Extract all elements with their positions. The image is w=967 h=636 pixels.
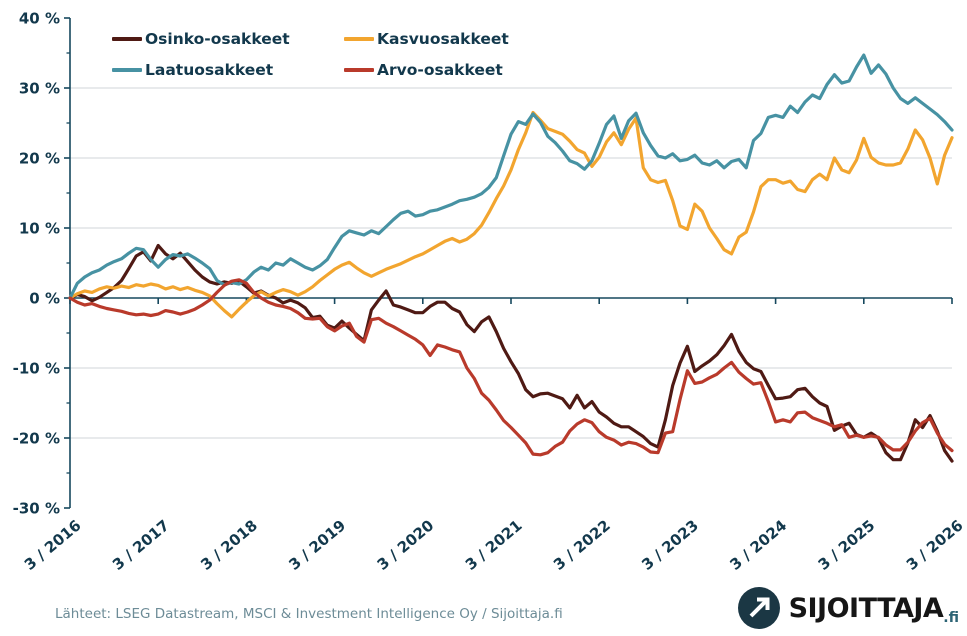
x-tick-label: 3 / 2024 xyxy=(726,516,790,574)
legend-swatch-icon xyxy=(112,68,142,72)
legend-label: Laatuosakkeet xyxy=(145,61,274,79)
x-tick-label: 3 / 2018 xyxy=(197,516,261,574)
x-tick-label-group: 3 / 2020 xyxy=(374,516,438,574)
logo-arrow-icon xyxy=(737,587,780,629)
x-tick-label: 3 / 2026 xyxy=(903,516,967,574)
legend-label: Kasvuosakkeet xyxy=(377,30,509,48)
x-tick-label: 3 / 2025 xyxy=(815,516,879,574)
x-tick-label-group: 3 / 2018 xyxy=(197,516,261,574)
x-tick-label: 3 / 2022 xyxy=(550,516,614,574)
y-tick-label: 40 % xyxy=(19,10,60,28)
x-tick-label-group: 3 / 2024 xyxy=(726,516,790,574)
performance-line-chart: 40 %30 %20 %10 %0 %-10 %-20 %-30 %3 / 20… xyxy=(13,10,967,574)
y-tick-label: 30 % xyxy=(19,80,60,98)
logo-fi-suffix: .fi xyxy=(943,610,959,626)
y-tick-label: -10 % xyxy=(13,360,60,378)
x-tick-label: 3 / 2023 xyxy=(638,516,702,574)
x-tick-label: 3 / 2019 xyxy=(285,516,349,574)
x-tick-label-group: 3 / 2017 xyxy=(109,516,173,574)
y-tick-label: -30 % xyxy=(13,500,60,518)
legend-label: Osinko-osakkeet xyxy=(145,30,290,48)
source-attribution: Lähteet: LSEG Datastream, MSCI & Investm… xyxy=(55,606,563,622)
chart-legend: Osinko-osakkeet Kasvuosakkeet Laatuosakkee… xyxy=(112,28,509,81)
y-tick-label: 20 % xyxy=(19,150,60,168)
sijoittaja-logo: SIJOITTAJA .fi xyxy=(737,586,959,630)
legend-label: Arvo-osakkeet xyxy=(377,61,503,79)
legend-item-arvo-osakkeet: Arvo-osakkeet xyxy=(344,59,509,81)
series-line-arvo-osakkeet xyxy=(68,278,954,457)
x-tick-label-group: 3 / 2026 xyxy=(903,516,967,574)
x-tick-label: 3 / 2016 xyxy=(21,516,85,574)
x-tick-label: 3 / 2020 xyxy=(374,516,438,574)
x-tick-label: 3 / 2021 xyxy=(462,516,526,574)
x-tick-label-group: 3 / 2021 xyxy=(462,516,526,574)
x-tick-label-group: 3 / 2025 xyxy=(815,516,879,574)
series-line-kasvuosakkeet xyxy=(68,110,954,319)
series-line-laatuosakkeet xyxy=(68,53,954,300)
x-tick-label-group: 3 / 2022 xyxy=(550,516,614,574)
logo-wordmark: SIJOITTAJA xyxy=(788,592,944,624)
legend-swatch-icon xyxy=(112,37,142,41)
x-tick-label-group: 3 / 2016 xyxy=(21,516,85,574)
legend-item-osinko-osakkeet: Osinko-osakkeet xyxy=(112,28,344,50)
x-tick-label: 3 / 2017 xyxy=(109,516,173,574)
y-tick-label: 10 % xyxy=(19,220,60,238)
x-tick-label-group: 3 / 2019 xyxy=(285,516,349,574)
legend-item-laatuosakkeet: Laatuosakkeet xyxy=(112,59,344,81)
x-tick-label-group: 3 / 2023 xyxy=(638,516,702,574)
y-tick-label: 0 % xyxy=(29,290,60,308)
legend-swatch-icon xyxy=(344,68,374,72)
series-line-osinko-osakkeet xyxy=(68,243,954,463)
y-tick-label: -20 % xyxy=(13,430,60,448)
legend-swatch-icon xyxy=(344,37,374,41)
legend-item-kasvuosakkeet: Kasvuosakkeet xyxy=(344,28,509,50)
